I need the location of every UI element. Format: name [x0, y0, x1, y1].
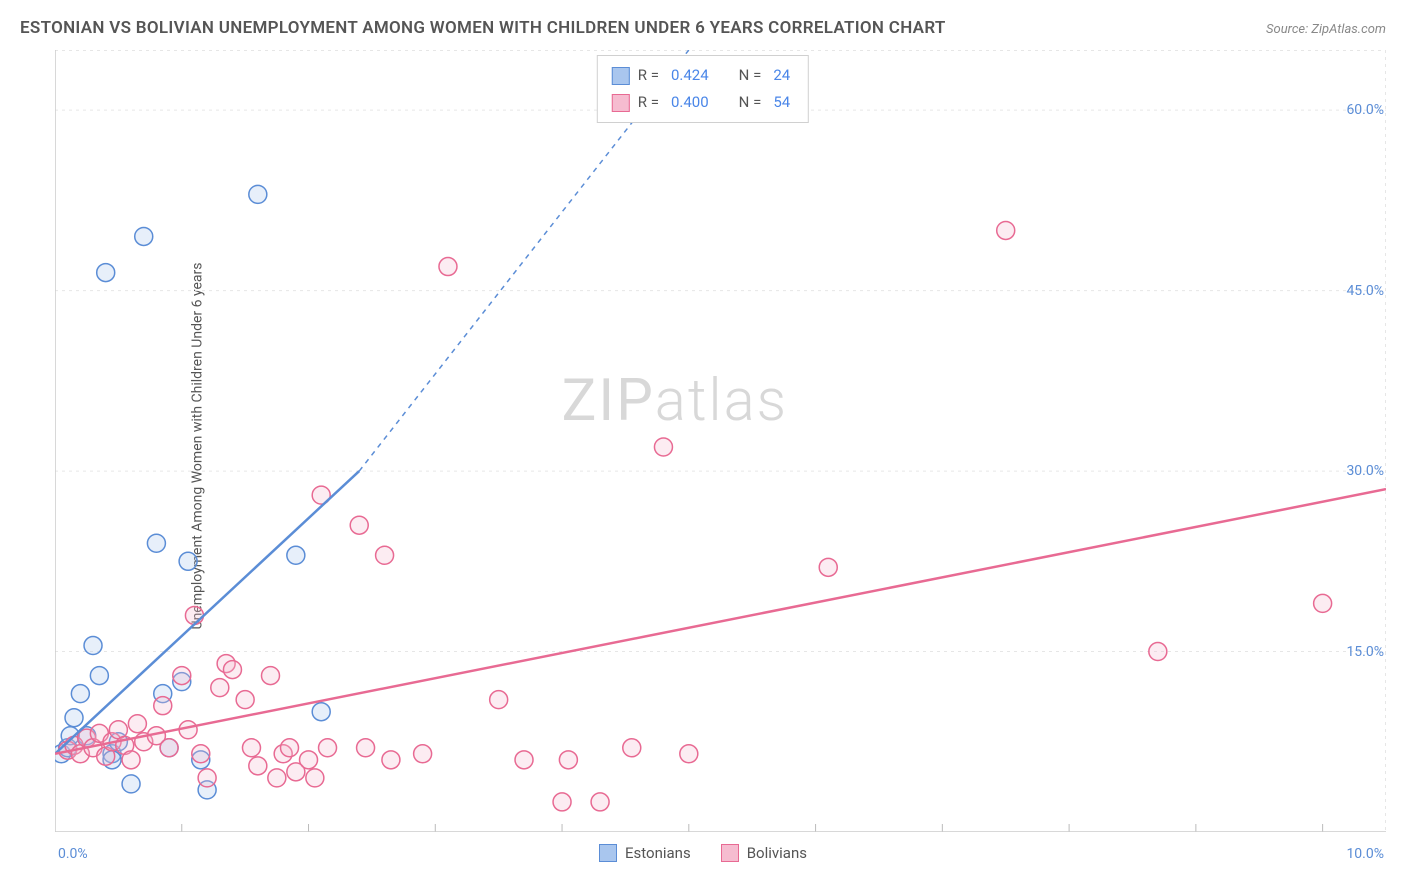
chart-container: ESTONIAN VS BOLIVIAN UNEMPLOYMENT AMONG … — [0, 0, 1406, 892]
n-label: N = — [739, 89, 762, 116]
r-label: R = — [638, 89, 659, 116]
swatch-bolivians — [612, 94, 630, 112]
y-tick-label: 30.0% — [1346, 463, 1384, 479]
chart-area — [55, 50, 1386, 832]
x-axis-origin-label: 0.0% — [58, 846, 88, 862]
chart-title: ESTONIAN VS BOLIVIAN UNEMPLOYMENT AMONG … — [20, 18, 946, 38]
n-value: 24 — [773, 62, 790, 89]
legend-item-bolivians: Bolivians — [721, 844, 807, 862]
x-axis-max-label: 10.0% — [1346, 846, 1384, 862]
correlation-legend: R = 0.424 N = 24 R = 0.400 N = 54 — [597, 55, 809, 123]
legend-row-estonians: R = 0.424 N = 24 — [612, 62, 794, 89]
y-tick-label: 60.0% — [1346, 102, 1384, 118]
swatch-estonians — [599, 844, 617, 862]
legend-item-estonians: Estonians — [599, 844, 691, 862]
legend-label: Estonians — [625, 844, 691, 862]
source-label: Source: ZipAtlas.com — [1266, 22, 1386, 37]
swatch-bolivians — [721, 844, 739, 862]
legend-label: Bolivians — [747, 844, 807, 862]
n-value: 54 — [773, 89, 790, 116]
legend-row-bolivians: R = 0.400 N = 54 — [612, 89, 794, 116]
y-tick-label: 45.0% — [1346, 283, 1384, 299]
scatter-plot — [55, 50, 1386, 832]
swatch-estonians — [612, 67, 630, 85]
r-label: R = — [638, 62, 659, 89]
series-legend: Estonians Bolivians — [599, 844, 807, 862]
y-tick-label: 15.0% — [1346, 644, 1384, 660]
r-value: 0.400 — [671, 89, 709, 116]
r-value: 0.424 — [671, 62, 709, 89]
n-label: N = — [739, 62, 762, 89]
